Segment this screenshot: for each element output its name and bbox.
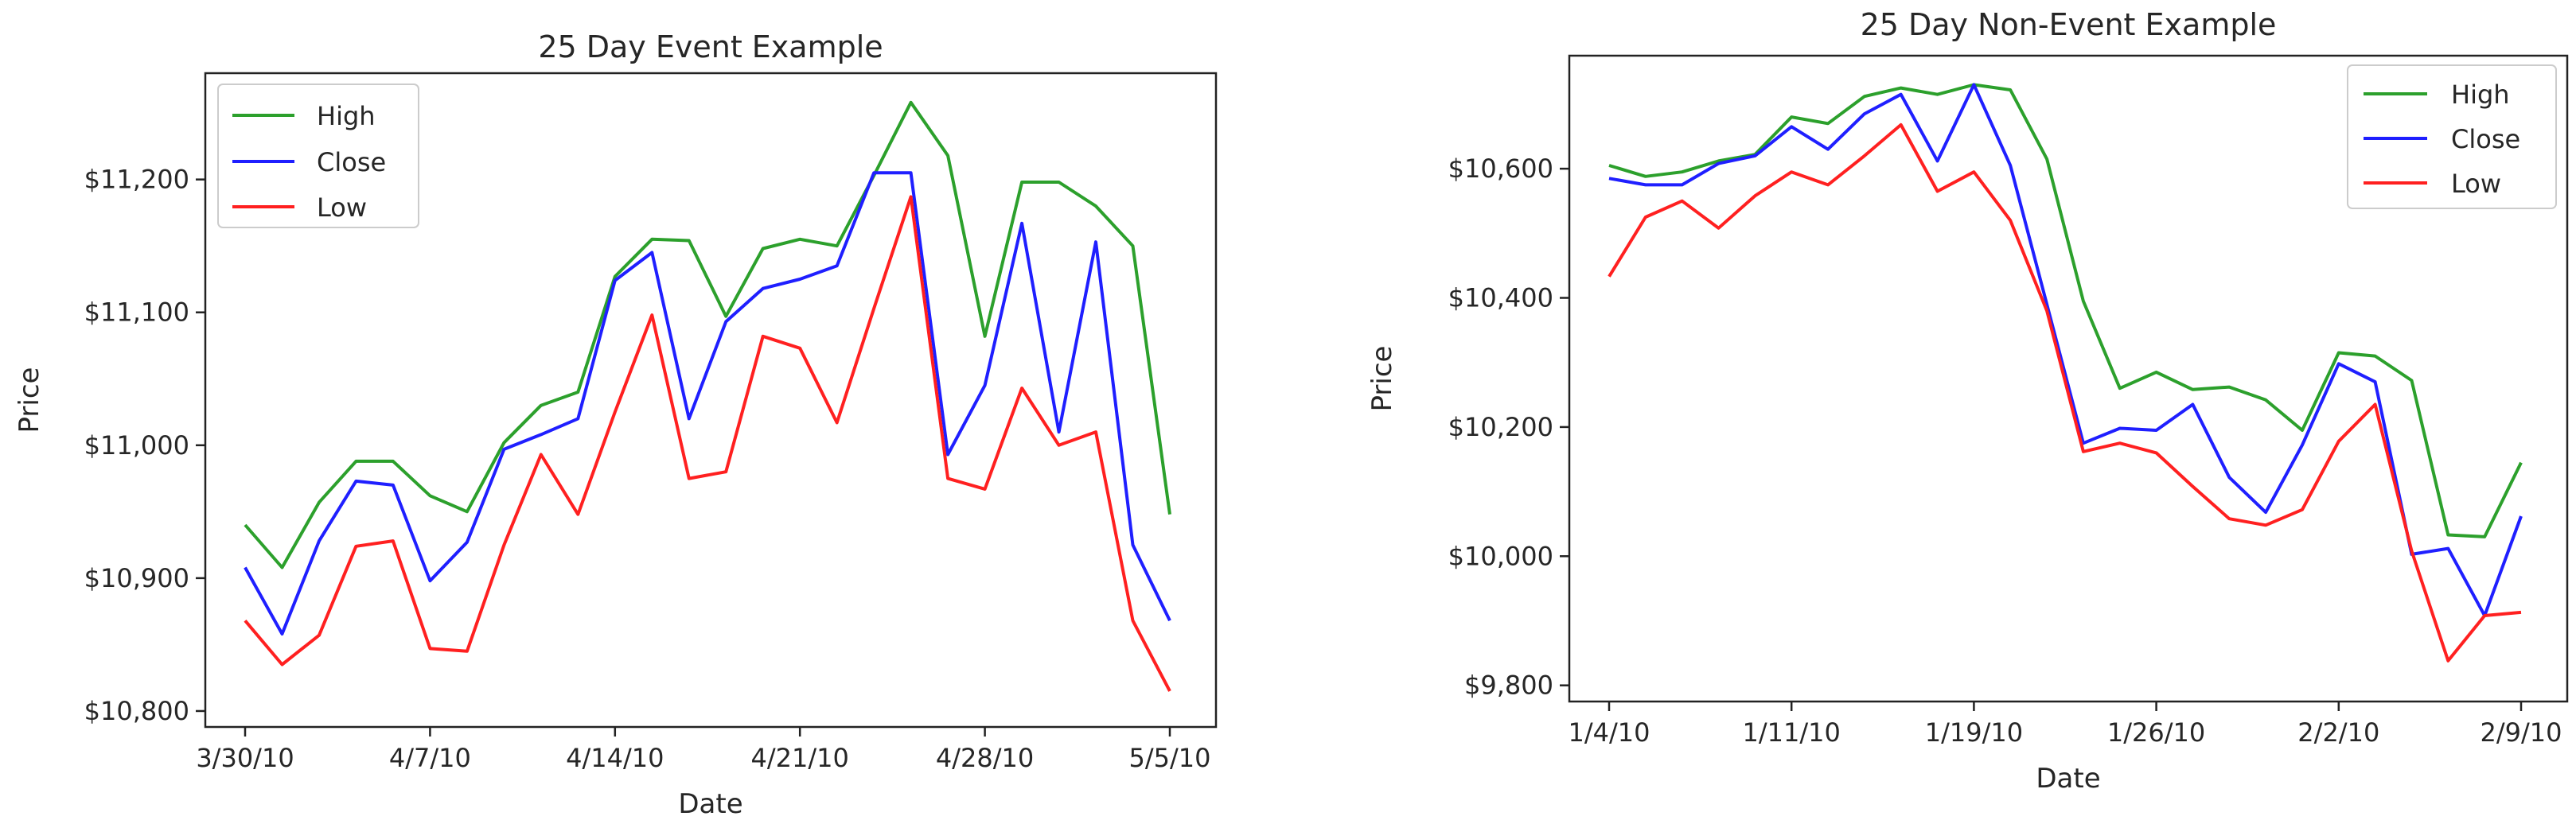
event-chart-y-tick-label: $11,000 [84, 430, 189, 461]
non-event-chart-legend-label-high: High [2451, 80, 2510, 110]
non-event-chart-y-axis-label: Price [1366, 346, 1398, 412]
event-chart-series-close-line [244, 171, 1171, 635]
non-event-chart-series-high-line [1608, 83, 2523, 538]
non-event-chart-x-axis-label: Date [2036, 763, 2100, 795]
event-chart-y-tick-label: $11,200 [84, 165, 189, 195]
non-event-chart-y-ticks: $9,800 $10,000 $10,200 $10,400 $10,600 [1448, 154, 1569, 701]
non-event-chart-series-low-line [1608, 122, 2522, 663]
non-event-chart-x-tick-label: 1/26/10 [2107, 717, 2205, 748]
event-chart-legend-label-close: Close [317, 147, 386, 177]
non-event-chart-y-tick-label: $10,200 [1448, 412, 1553, 442]
event-chart-legend-box [217, 84, 419, 228]
event-chart-series-high-line [244, 100, 1171, 569]
event-chart-x-tick-label: 5/5/10 [1129, 743, 1211, 773]
non-event-chart-y-tick-label: $10,000 [1448, 541, 1553, 571]
event-chart-y-tick-label: $10,900 [84, 563, 189, 593]
event-chart-title: 25 Day Event Example [538, 29, 883, 64]
event-chart-x-tick-label: 4/21/10 [751, 743, 849, 773]
event-chart-series [244, 100, 1171, 692]
non-event-chart-x-tick-label: 2/2/10 [2297, 717, 2379, 748]
event-chart-x-axis-label: Date [678, 788, 742, 820]
event-chart-x-tick-label: 3/30/10 [196, 743, 294, 773]
non-event-chart-legend-label-low: Low [2451, 169, 2501, 199]
event-chart-x-tick-label: 4/28/10 [936, 743, 1034, 773]
event-chart-legend-label-low: Low [317, 192, 367, 223]
non-event-chart-y-tick-label: $9,800 [1464, 670, 1553, 701]
event-chart-y-ticks: $10,800 $10,900 $11,000 $11,100 $11,200 [84, 165, 205, 726]
non-event-chart-y-tick-label: $10,400 [1448, 283, 1553, 313]
non-event-chart-legend-box [2347, 64, 2557, 209]
event-chart-series-low-line [244, 195, 1171, 692]
non-event-chart-x-tick-label: 2/9/10 [2481, 717, 2562, 748]
non-event-chart-x-ticks: 1/4/10 1/11/10 1/19/10 1/26/10 2/2/10 2/9/10 [1569, 702, 2562, 748]
non-event-chart-series-close-line [1608, 83, 2523, 617]
event-chart-y-axis-label: Price [14, 367, 45, 433]
event-chart-x-ticks: 3/30/10 4/7/10 4/14/10 4/21/10 4/28/10 5/5/10 [196, 727, 1211, 773]
event-chart-x-tick-label: 4/7/10 [389, 743, 471, 773]
event-chart: $10,800 $10,900 $11,000 $11,100 $11,200 3/30… [14, 29, 1218, 820]
non-event-chart-x-tick-label: 1/4/10 [1569, 717, 1650, 748]
event-chart-legend: High Close Low [217, 84, 419, 228]
event-chart-y-tick-label: $11,100 [84, 297, 189, 328]
non-event-chart-title: 25 Day Non-Event Example [1861, 7, 2277, 42]
non-event-chart-x-tick-label: 1/11/10 [1743, 717, 1841, 748]
non-event-chart-y-tick-label: $10,600 [1448, 154, 1553, 184]
event-chart-legend-label-high: High [317, 101, 376, 131]
non-event-chart: $9,800 $10,000 $10,200 $10,400 $10,600 1/4/1… [1366, 7, 2569, 795]
event-chart-x-tick-label: 4/14/10 [566, 743, 664, 773]
event-chart-y-tick-label: $10,800 [84, 696, 189, 726]
non-event-chart-legend: High Close Low [2347, 64, 2557, 209]
non-event-chart-x-tick-label: 1/19/10 [1925, 717, 2023, 748]
non-event-chart-legend-label-close: Close [2451, 124, 2520, 154]
non-event-chart-series [1608, 83, 2523, 663]
